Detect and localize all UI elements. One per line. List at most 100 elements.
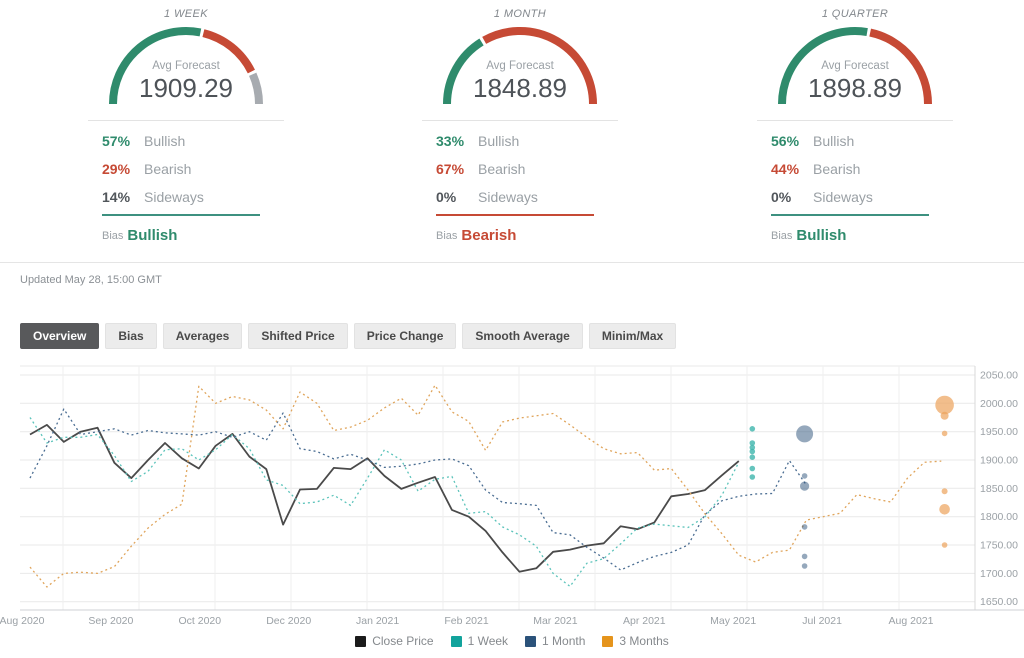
svg-text:Oct 2020: Oct 2020 — [178, 615, 221, 627]
svg-text:Jul 2021: Jul 2021 — [802, 615, 842, 627]
bearish-label: Bearish — [478, 161, 526, 177]
svg-text:Mar 2021: Mar 2021 — [533, 615, 578, 627]
bias-label: Bias — [771, 230, 793, 242]
bias-value: Bearish — [461, 227, 517, 244]
bias-value: Bullish — [796, 227, 847, 244]
sideways-row: 0% Sideways — [771, 189, 939, 209]
updated-timestamp: Updated May 28, 15:00 GMT — [20, 274, 162, 286]
tab-bias[interactable]: Bias — [105, 323, 157, 349]
legend-item-1-week[interactable]: 1 Week — [450, 634, 509, 648]
section-divider — [0, 262, 1024, 263]
svg-text:May 2021: May 2021 — [710, 615, 756, 627]
sideways-pct: 0% — [436, 189, 457, 205]
bullish-pct: 56% — [771, 133, 800, 149]
bullish-row: 56% Bullish — [771, 133, 939, 153]
bullish-label: Bullish — [813, 133, 855, 149]
bullish-pct: 33% — [436, 133, 465, 149]
three-months-swatch-icon — [602, 635, 614, 647]
svg-text:1700.00: 1700.00 — [980, 568, 1018, 580]
gauge-arc-1-quarter — [778, 27, 932, 105]
svg-text:Jan 2021: Jan 2021 — [356, 615, 399, 627]
forecast-panel-1-week: 1 WEEK Avg Forecast 1909.29 57% Bullish … — [88, 0, 284, 255]
bearish-pct: 67% — [436, 161, 465, 177]
svg-text:1800.00: 1800.00 — [980, 511, 1018, 523]
tab-smooth-average[interactable]: Smooth Average — [462, 323, 583, 349]
svg-text:Aug 2020: Aug 2020 — [0, 615, 45, 627]
bias-value: Bullish — [127, 227, 178, 244]
gauge-title: 1 WEEK — [164, 8, 208, 20]
sideways-row: 14% Sideways — [102, 189, 270, 209]
svg-text:1850.00: 1850.00 — [980, 483, 1018, 495]
sideways-pct: 0% — [771, 189, 792, 205]
bearish-row: 44% Bearish — [771, 161, 939, 181]
tab-shifted-price[interactable]: Shifted Price — [248, 323, 348, 349]
svg-text:2050.00: 2050.00 — [980, 370, 1018, 382]
tab-minim-max[interactable]: Minim/Max — [588, 323, 677, 349]
gauge-arc-1-week — [109, 27, 263, 105]
svg-text:1750.00: 1750.00 — [980, 540, 1018, 552]
bias-row: Bias Bearish — [436, 227, 516, 244]
svg-text:Sep 2020: Sep 2020 — [88, 615, 133, 627]
svg-text:1950.00: 1950.00 — [980, 426, 1018, 438]
sideways-row: 0% Sideways — [436, 189, 604, 209]
svg-text:1650.00: 1650.00 — [980, 596, 1018, 608]
bullish-row: 33% Bullish — [436, 133, 604, 153]
gauge-arc-1-month — [443, 27, 597, 105]
bias-underline — [102, 214, 260, 216]
avg-forecast-value: 1898.89 — [808, 73, 902, 103]
bearish-label: Bearish — [813, 161, 861, 177]
svg-text:Aug 2021: Aug 2021 — [889, 615, 934, 627]
divider — [757, 120, 953, 121]
bias-underline — [771, 214, 929, 216]
forecast-panel-1-quarter: 1 QUARTER Avg Forecast 1898.89 56% Bulli… — [757, 0, 953, 255]
legend-label: 1 Month — [542, 634, 586, 648]
bullish-label: Bullish — [144, 133, 186, 149]
legend-label: 1 Week — [467, 634, 509, 648]
sideways-label: Sideways — [478, 189, 538, 205]
bullish-row: 57% Bullish — [102, 133, 270, 153]
avg-forecast-value: 1848.89 — [473, 73, 567, 103]
tab-price-change[interactable]: Price Change — [353, 323, 457, 349]
svg-text:Dec 2020: Dec 2020 — [266, 615, 311, 627]
sideways-label: Sideways — [813, 189, 873, 205]
bias-label: Bias — [436, 230, 458, 242]
gauge-title: 1 MONTH — [493, 8, 547, 20]
bearish-pct: 44% — [771, 161, 800, 177]
divider — [88, 120, 284, 121]
avg-forecast-value: 1909.29 — [139, 73, 233, 103]
legend-item-1-month[interactable]: 1 Month — [525, 634, 585, 648]
tab-averages[interactable]: Averages — [162, 323, 243, 349]
chart-legend: Close Price 1 Week 1 Month 3 Months — [0, 634, 1024, 648]
avg-forecast-label: Avg Forecast — [152, 60, 220, 72]
legend-label: Close Price — [372, 634, 434, 648]
bearish-row: 67% Bearish — [436, 161, 604, 181]
one-week-swatch-icon — [450, 635, 462, 647]
legend-item-3-months[interactable]: 3 Months — [602, 634, 669, 648]
forecast-overview-chart: 2050.00 2000.00 1950.00 1900.00 1850.00 1800.… — [0, 365, 1024, 627]
sideways-pct: 14% — [102, 189, 131, 205]
bias-row: Bias Bullish — [102, 227, 177, 244]
one-month-swatch-icon — [525, 635, 537, 647]
bias-underline — [436, 214, 594, 216]
tab-overview[interactable]: Overview — [20, 323, 100, 349]
svg-text:2000.00: 2000.00 — [980, 398, 1018, 410]
close-price-swatch-icon — [355, 635, 367, 647]
divider — [422, 120, 618, 121]
bias-row: Bias Bullish — [771, 227, 846, 244]
avg-forecast-label: Avg Forecast — [821, 60, 889, 72]
bullish-label: Bullish — [478, 133, 520, 149]
sideways-label: Sideways — [144, 189, 204, 205]
avg-forecast-label: Avg Forecast — [486, 60, 554, 72]
bearish-row: 29% Bearish — [102, 161, 270, 181]
legend-item-close-price[interactable]: Close Price — [355, 634, 434, 648]
bearish-label: Bearish — [144, 161, 192, 177]
bullish-pct: 57% — [102, 133, 131, 149]
svg-text:1900.00: 1900.00 — [980, 455, 1018, 467]
bearish-pct: 29% — [102, 161, 131, 177]
bias-label: Bias — [102, 230, 124, 242]
svg-text:Apr 2021: Apr 2021 — [623, 615, 666, 627]
chart-tab-bar: Overview Bias Averages Shifted Price Pri… — [20, 323, 677, 349]
legend-label: 3 Months — [619, 634, 669, 648]
forecast-panel-1-month: 1 MONTH Avg Forecast 1848.89 33% Bullish… — [422, 0, 618, 255]
